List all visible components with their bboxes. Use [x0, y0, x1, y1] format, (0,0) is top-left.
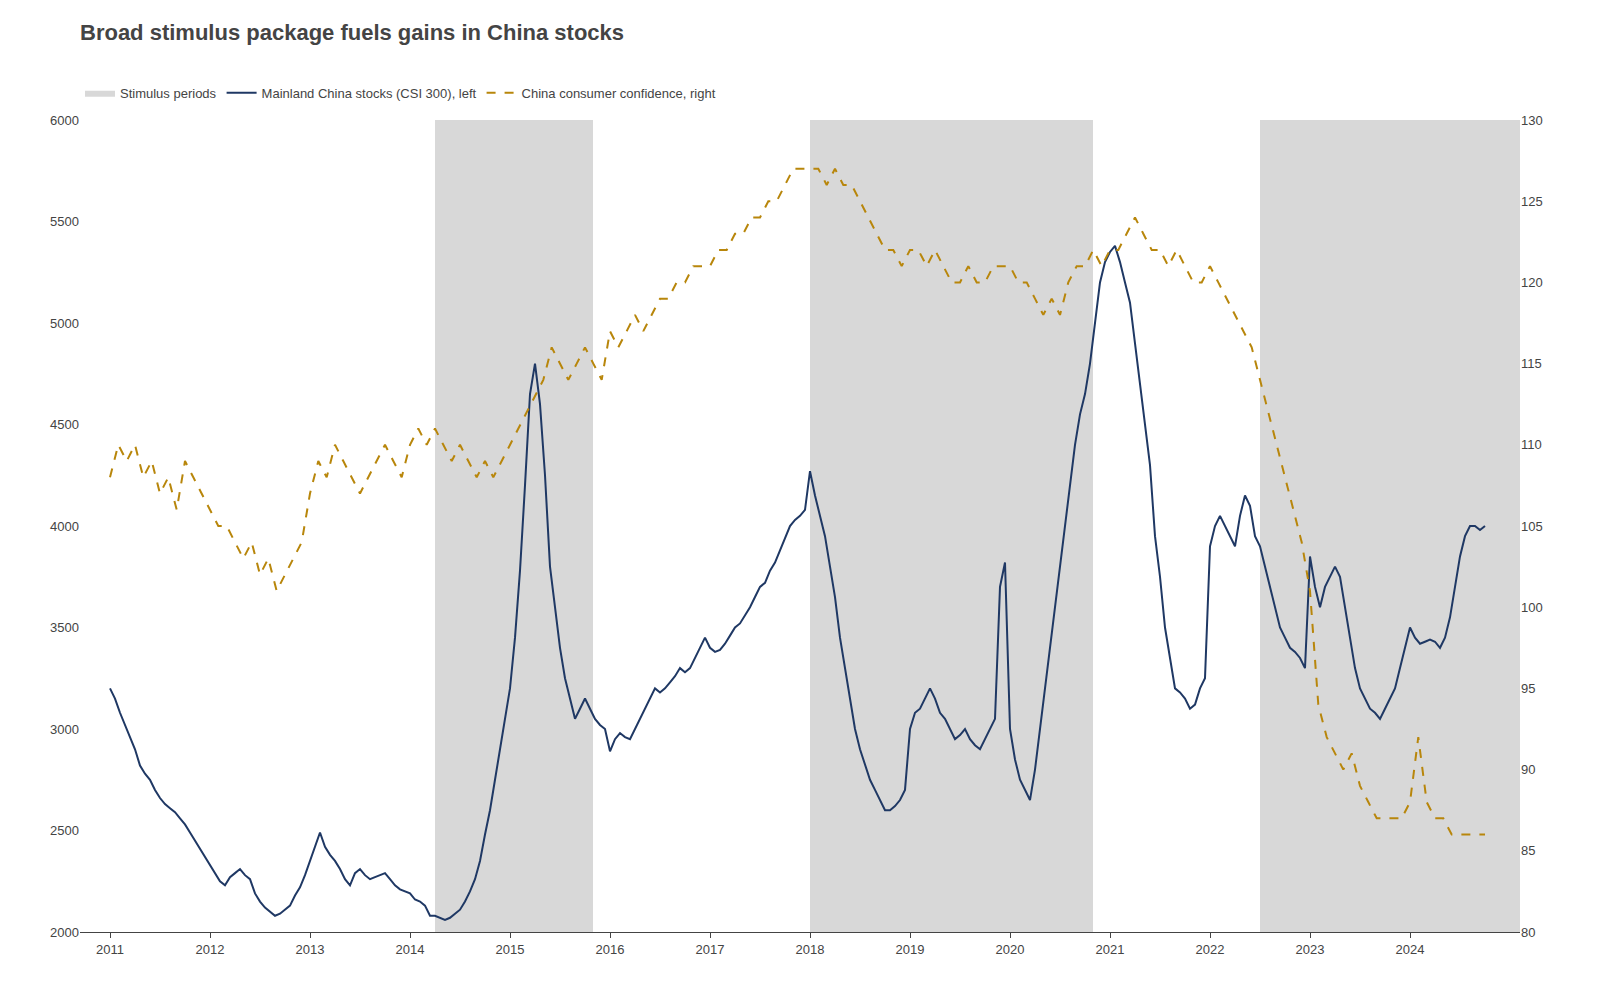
svg-text:5500: 5500	[50, 214, 79, 229]
svg-text:3000: 3000	[50, 722, 79, 737]
svg-text:2011: 2011	[96, 942, 124, 957]
svg-text:4500: 4500	[50, 417, 79, 432]
svg-text:6000: 6000	[50, 113, 79, 128]
svg-text:Mainland China stocks (CSI 300: Mainland China stocks (CSI 300), left	[262, 86, 477, 101]
svg-text:Broad stimulus package fuels g: Broad stimulus package fuels gains in Ch…	[80, 20, 624, 45]
svg-text:2019: 2019	[896, 942, 925, 957]
svg-text:115: 115	[1521, 356, 1542, 371]
svg-text:2014: 2014	[396, 942, 425, 957]
svg-text:105: 105	[1521, 519, 1543, 534]
svg-text:130: 130	[1521, 113, 1543, 128]
svg-text:2020: 2020	[996, 942, 1025, 957]
svg-text:95: 95	[1521, 681, 1535, 696]
svg-text:85: 85	[1521, 843, 1535, 858]
svg-text:Stimulus periods: Stimulus periods	[120, 86, 217, 101]
svg-text:125: 125	[1521, 194, 1543, 209]
svg-text:2018: 2018	[796, 942, 825, 957]
svg-text:2012: 2012	[196, 942, 225, 957]
svg-text:2000: 2000	[50, 925, 79, 940]
svg-text:China consumer confidence, rig: China consumer confidence, right	[522, 86, 716, 101]
svg-text:5000: 5000	[50, 316, 79, 331]
svg-text:2022: 2022	[1196, 942, 1225, 957]
svg-text:2023: 2023	[1296, 942, 1325, 957]
svg-text:2500: 2500	[50, 823, 79, 838]
svg-text:2017: 2017	[696, 942, 725, 957]
svg-text:80: 80	[1521, 925, 1535, 940]
svg-text:120: 120	[1521, 275, 1543, 290]
svg-text:100: 100	[1521, 600, 1543, 615]
svg-text:4000: 4000	[50, 519, 79, 534]
svg-text:2013: 2013	[296, 942, 325, 957]
svg-text:2016: 2016	[596, 942, 625, 957]
svg-text:90: 90	[1521, 762, 1535, 777]
svg-text:110: 110	[1521, 437, 1542, 452]
svg-text:2015: 2015	[496, 942, 525, 957]
svg-text:2024: 2024	[1396, 942, 1425, 957]
svg-text:3500: 3500	[50, 620, 79, 635]
svg-text:2021: 2021	[1096, 942, 1125, 957]
